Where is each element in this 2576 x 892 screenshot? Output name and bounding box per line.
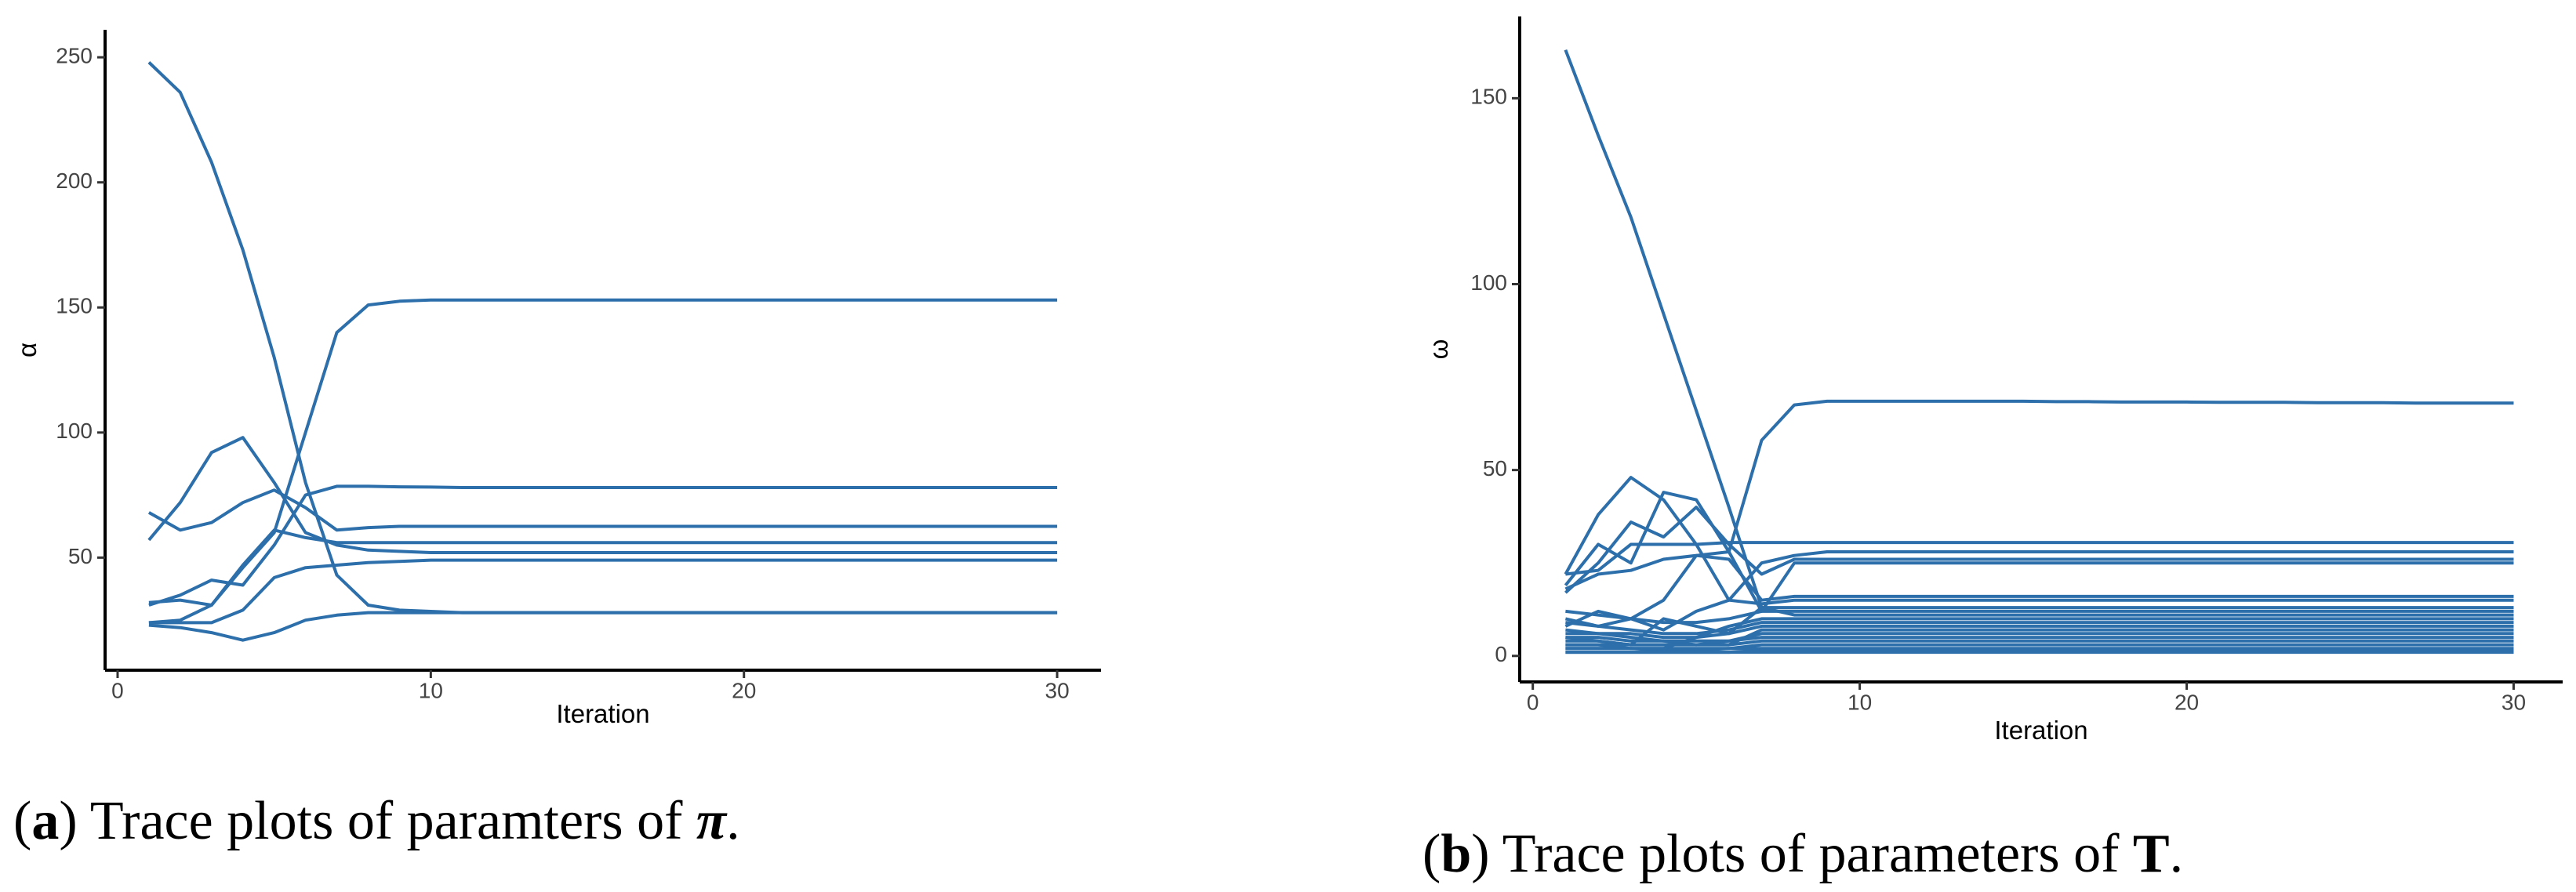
caption-suffix: . (2170, 824, 2184, 884)
x-tick-label: 0 (111, 678, 124, 702)
series-line (148, 558, 1058, 625)
series-line (148, 484, 1058, 607)
series-line (147, 488, 1058, 532)
series-line (1564, 476, 2514, 602)
y-tick-label: 50 (1483, 456, 1507, 480)
x-tick-label: 20 (2175, 690, 2199, 714)
caption-label: b (1441, 824, 1471, 884)
caption-symbol: T (2133, 824, 2170, 884)
series-line (1565, 617, 2514, 651)
y-axis-title: α (13, 343, 42, 357)
x-tick-label: 0 (1527, 690, 1539, 714)
series-line (1564, 506, 2514, 594)
series-line (148, 528, 1058, 607)
caption-text: ) Trace plots of paramters of (59, 791, 696, 851)
y-tick-label: 150 (1470, 85, 1507, 109)
x-axis-title: Iteration (1994, 716, 2087, 745)
x-axis-title: Iteration (556, 699, 649, 728)
caption-b: (b) Trace plots of parameters of T. (1422, 824, 2183, 884)
y-tick-label: 100 (1470, 270, 1507, 295)
series-line (148, 611, 1058, 642)
series-line (1565, 636, 2514, 647)
y-tick-label: 0 (1495, 642, 1507, 666)
y-tick-label: 100 (56, 419, 93, 443)
series-line (1564, 49, 2514, 617)
caption-label: a (31, 791, 59, 851)
caption-prefix: ( (13, 791, 31, 851)
y-tick-label: 50 (68, 544, 93, 568)
series-line (1565, 606, 2514, 647)
y-tick-label: 250 (56, 43, 93, 67)
series-line (148, 298, 1058, 625)
caption-prefix: ( (1422, 824, 1441, 884)
x-tick-label: 30 (1045, 678, 1070, 702)
series-line (1565, 621, 2514, 636)
series-line (147, 436, 1058, 554)
series-line (1564, 598, 2514, 632)
caption-a: (a) Trace plots of paramters of π. (13, 791, 740, 851)
caption-text: ) Trace plots of parameters of (1471, 824, 2133, 884)
x-tick-label: 10 (1848, 690, 1872, 714)
caption-symbol: π (696, 791, 728, 851)
series-line (1564, 399, 2514, 591)
x-tick-label: 20 (732, 678, 756, 702)
series-line (1565, 609, 2514, 625)
y-tick-label: 200 (56, 169, 93, 193)
caption-suffix: . (726, 791, 740, 851)
series-line (1565, 541, 2514, 576)
series-line (1565, 639, 2514, 647)
series-line (1565, 624, 2514, 640)
x-tick-label: 30 (2502, 690, 2526, 714)
series-line (1564, 553, 2514, 628)
y-tick-label: 150 (56, 294, 93, 318)
y-axis-title: ω (1424, 339, 1453, 360)
x-tick-label: 10 (419, 678, 443, 702)
